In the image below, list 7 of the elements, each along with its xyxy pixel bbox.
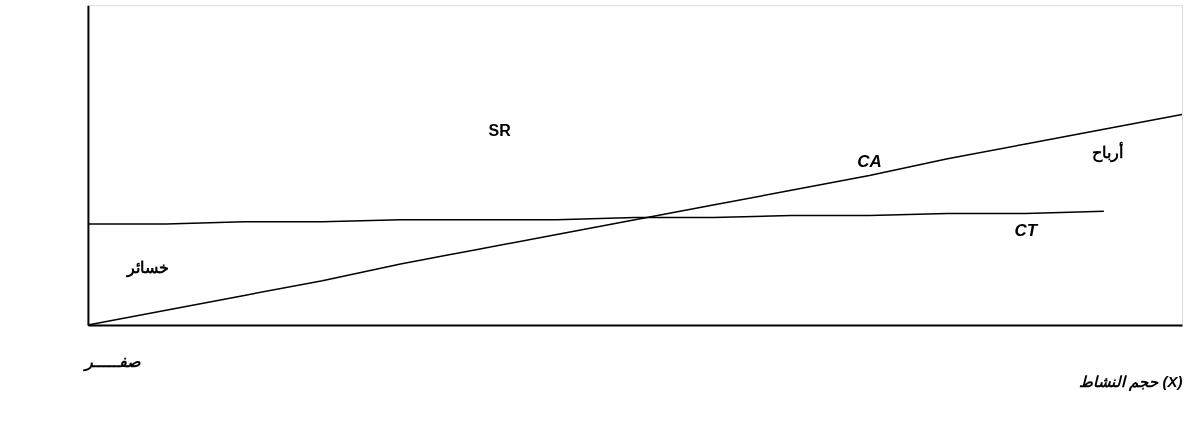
annotation: أرباح (1091, 141, 1123, 164)
text: صفـــــر (81, 352, 141, 372)
annotation: خسائر (125, 258, 169, 278)
annotation: SR (488, 122, 512, 140)
series-label: CT (1014, 221, 1039, 241)
series-label: CA (857, 151, 882, 171)
x-axis-title: حجم النشاط (X) (1079, 373, 1183, 392)
